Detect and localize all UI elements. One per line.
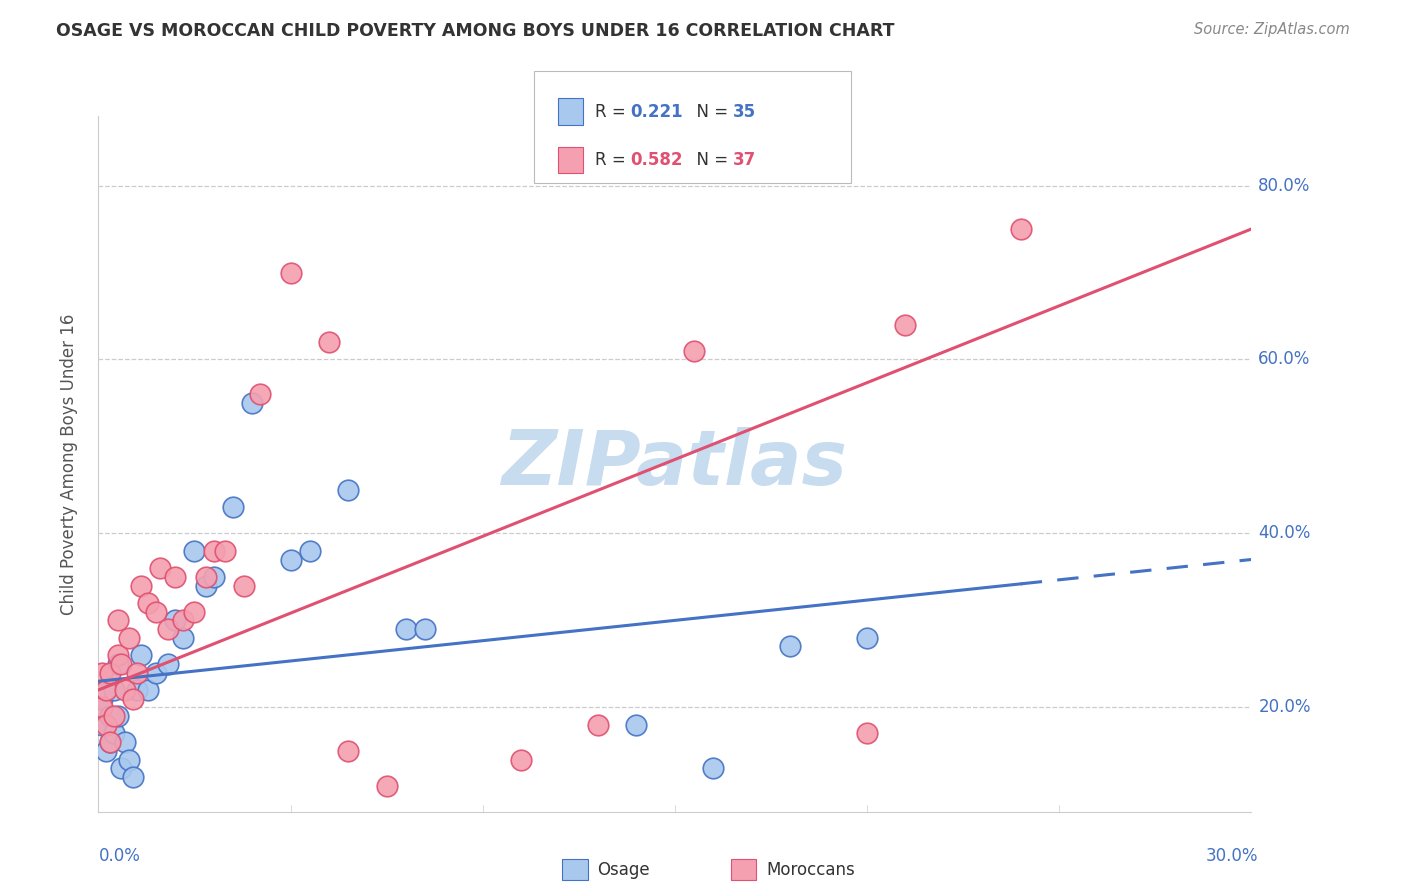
Point	[94, 744, 117, 758]
Point	[138, 596, 160, 610]
Point	[107, 657, 129, 671]
Text: R =: R =	[595, 151, 631, 169]
Text: R =: R =	[595, 103, 631, 120]
Point	[103, 726, 125, 740]
Point	[249, 387, 271, 401]
Point	[894, 318, 917, 332]
Point	[129, 578, 152, 592]
Point	[195, 570, 218, 584]
Text: OSAGE VS MOROCCAN CHILD POVERTY AMONG BOYS UNDER 16 CORRELATION CHART: OSAGE VS MOROCCAN CHILD POVERTY AMONG BO…	[56, 22, 894, 40]
Text: N =: N =	[686, 151, 734, 169]
Point	[779, 640, 801, 654]
Point	[214, 543, 236, 558]
Point	[183, 543, 205, 558]
Text: Osage: Osage	[598, 861, 650, 879]
Text: N =: N =	[686, 103, 734, 120]
Point	[683, 343, 706, 358]
Point	[138, 683, 160, 698]
Text: 0.221: 0.221	[630, 103, 682, 120]
Text: 80.0%: 80.0%	[1258, 177, 1310, 194]
Point	[233, 578, 256, 592]
Point	[145, 605, 167, 619]
Point	[145, 665, 167, 680]
Point	[98, 665, 121, 680]
Point	[156, 657, 179, 671]
Text: Source: ZipAtlas.com: Source: ZipAtlas.com	[1194, 22, 1350, 37]
Point	[91, 700, 114, 714]
Point	[129, 648, 152, 662]
Point	[280, 266, 302, 280]
Text: 0.582: 0.582	[630, 151, 682, 169]
Point	[337, 483, 360, 497]
Text: 40.0%: 40.0%	[1258, 524, 1310, 542]
Point	[149, 561, 172, 575]
Point	[125, 683, 148, 698]
Point	[98, 709, 121, 723]
Point	[114, 683, 136, 698]
Point	[1010, 222, 1032, 236]
Point	[337, 744, 360, 758]
Point	[91, 665, 114, 680]
Point	[165, 614, 187, 628]
Point	[280, 552, 302, 566]
Text: 37: 37	[733, 151, 756, 169]
Point	[586, 717, 609, 731]
Point	[172, 631, 194, 645]
Text: 0.0%: 0.0%	[98, 847, 141, 865]
Point	[114, 735, 136, 749]
Point	[702, 761, 724, 775]
Point	[94, 717, 117, 731]
Point	[122, 691, 145, 706]
Point	[222, 500, 245, 515]
Point	[107, 614, 129, 628]
Text: 20.0%: 20.0%	[1258, 698, 1310, 716]
Point	[118, 752, 141, 766]
Point	[91, 691, 114, 706]
Point	[298, 543, 321, 558]
Point	[510, 752, 533, 766]
Point	[107, 648, 129, 662]
Point	[856, 631, 879, 645]
Point	[172, 614, 194, 628]
Point	[94, 683, 117, 698]
Point	[103, 683, 125, 698]
Point	[156, 622, 179, 636]
Point	[118, 631, 141, 645]
Text: 60.0%: 60.0%	[1258, 351, 1310, 368]
Point	[103, 709, 125, 723]
Point	[318, 334, 340, 349]
Text: Moroccans: Moroccans	[766, 861, 855, 879]
Point	[856, 726, 879, 740]
Point	[183, 605, 205, 619]
Point	[626, 717, 648, 731]
Point	[395, 622, 418, 636]
Text: 35: 35	[733, 103, 755, 120]
Point	[98, 735, 121, 749]
Point	[98, 735, 121, 749]
Text: ZIPatlas: ZIPatlas	[502, 427, 848, 500]
Point	[94, 683, 117, 698]
Point	[195, 578, 218, 592]
Point	[202, 543, 225, 558]
Point	[125, 665, 148, 680]
Point	[122, 770, 145, 784]
Y-axis label: Child Poverty Among Boys Under 16: Child Poverty Among Boys Under 16	[59, 313, 77, 615]
Point	[165, 570, 187, 584]
Point	[240, 396, 263, 410]
Point	[91, 717, 114, 731]
Point	[375, 779, 398, 793]
Point	[202, 570, 225, 584]
Point	[110, 761, 132, 775]
Text: 30.0%: 30.0%	[1206, 847, 1258, 865]
Point	[110, 657, 132, 671]
Point	[107, 709, 129, 723]
Point	[413, 622, 436, 636]
